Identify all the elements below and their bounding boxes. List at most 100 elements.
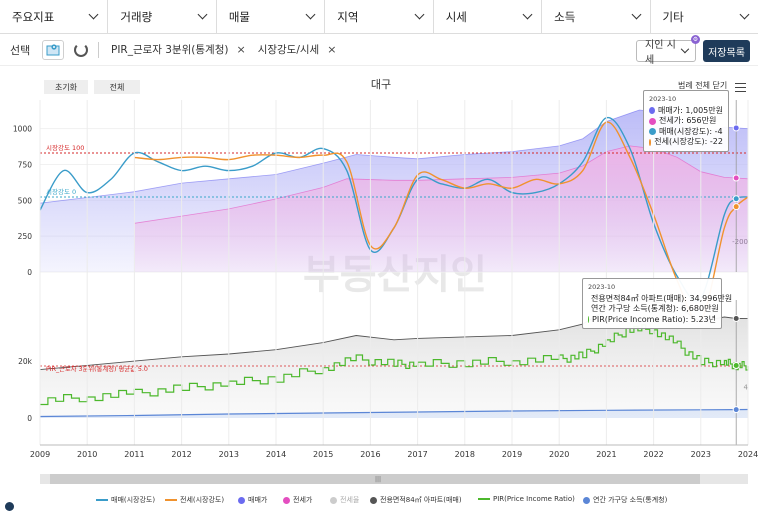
x-tick-label: 2021 bbox=[596, 450, 616, 459]
legend-label: 전세가 bbox=[293, 496, 313, 504]
legend-label: 전세(시장강도) bbox=[180, 496, 225, 504]
chevron-down-icon bbox=[305, 9, 316, 20]
selected-filter-bar: 선택 PIR_근로자 3분위(통계청) × 시장강도/시세 × bbox=[0, 34, 758, 66]
legend-item[interactable]: 전세가 bbox=[283, 495, 312, 505]
tooltip-row-label: 전세(시장강도): -22 bbox=[654, 137, 723, 146]
tooltip-row-label: 전세가: 656만원 bbox=[659, 116, 717, 125]
scrollbar-thumb[interactable] bbox=[50, 474, 700, 484]
filter-chip-pir: PIR_근로자 3분위(통계청) × bbox=[111, 42, 246, 57]
chip-label: 시장강도/시세 bbox=[257, 44, 320, 56]
close-icon[interactable]: × bbox=[236, 43, 246, 56]
help-icon[interactable] bbox=[5, 502, 14, 511]
legend-label: PIR(Price Income Ratio) bbox=[493, 495, 575, 503]
legend-label: 매매가 bbox=[248, 496, 268, 504]
chevron-down-icon bbox=[739, 9, 750, 20]
series-line-income bbox=[39, 408, 749, 418]
series-dot-icon bbox=[649, 107, 656, 115]
chart-title: 대구 bbox=[371, 78, 391, 91]
series-dot-icon bbox=[649, 128, 656, 136]
series-area-3 bbox=[134, 145, 748, 272]
x-tick-label: 2018 bbox=[455, 450, 475, 459]
dropdown-label: 매물 bbox=[228, 9, 251, 24]
y-tick-label: 750 bbox=[18, 161, 33, 170]
tooltip-row-label: 전용면적84㎡ 아파트(매매): 34,996만원 bbox=[591, 293, 733, 303]
region-map-button[interactable] bbox=[42, 39, 64, 60]
legend-item[interactable]: 전세(시장강도) bbox=[165, 495, 224, 505]
refresh-icon[interactable] bbox=[74, 42, 88, 57]
x-tick-label: 2023 bbox=[691, 450, 711, 459]
chevron-down-icon bbox=[88, 9, 99, 20]
legend-marker-icon bbox=[370, 496, 377, 504]
menu-icon[interactable] bbox=[735, 83, 746, 92]
legend-item[interactable]: 전용면적84㎡ 아파트(매매) bbox=[370, 495, 462, 505]
series-marker bbox=[732, 203, 740, 211]
series-area-income bbox=[40, 409, 748, 418]
tooltip-date: 2023-10 bbox=[649, 95, 677, 103]
all-range-button[interactable]: 전체 bbox=[94, 80, 140, 94]
y-tick-label: 20k bbox=[18, 357, 33, 366]
divider bbox=[98, 41, 99, 58]
dropdown-listing[interactable]: 매물 bbox=[217, 0, 326, 33]
legend-marker-icon bbox=[583, 496, 590, 504]
legend-item[interactable]: 전세율 bbox=[330, 495, 359, 505]
legend-marker-icon bbox=[330, 496, 337, 504]
legend-marker-icon bbox=[238, 496, 245, 504]
x-tick-label: 2020 bbox=[549, 450, 569, 459]
dropdown-price[interactable]: 시세 bbox=[434, 0, 543, 33]
tooltip-row: PIR(Price Income Ratio): 5.23년 bbox=[588, 315, 716, 326]
watermark: 부동산지인 bbox=[303, 252, 487, 298]
series-marker bbox=[732, 314, 740, 322]
x-tick-label: 2014 bbox=[266, 450, 286, 459]
x-tick-label: 2011 bbox=[124, 450, 144, 459]
tooltip-row-label: PIR(Price Income Ratio): 5.23년 bbox=[592, 314, 716, 324]
tooltip-lower: 2023-10 전용면적84㎡ 아파트(매매): 34,996만원 연간 가구당 … bbox=[582, 278, 732, 329]
dropdown-income[interactable]: 소득 bbox=[542, 0, 651, 33]
series-marker bbox=[732, 195, 740, 203]
filter-chip-market: 시장강도/시세 × bbox=[258, 42, 337, 57]
legend-item[interactable]: 매매(시장강도) bbox=[96, 495, 155, 505]
select-label: 선택 bbox=[10, 43, 31, 57]
dropdown-main-indicator[interactable]: 주요지표 bbox=[0, 0, 109, 33]
save-list-button[interactable]: 저장목록 bbox=[703, 40, 750, 62]
reference-line-label: 시장강도 100 bbox=[46, 143, 84, 152]
legend-toggle-button[interactable]: 범례 전체 닫기 bbox=[678, 81, 728, 90]
tooltip-row: 매매가: 1,005만원 bbox=[649, 106, 723, 117]
legend-item[interactable]: 연간 가구당 소득(통계청) bbox=[583, 495, 667, 505]
tooltip-upper: 2023-10 매매가: 1,005만원 전세가: 656만원 매매(시장강도): … bbox=[643, 90, 729, 152]
x-tick-label: 2012 bbox=[171, 450, 191, 459]
price-source-select[interactable]: 지인 시세 bbox=[636, 40, 696, 66]
y-tick-label-right: -200 bbox=[732, 238, 748, 246]
dropdown-label: 주요지표 bbox=[12, 9, 55, 24]
dropdown-volume[interactable]: 거래량 bbox=[108, 0, 217, 33]
tooltip-row: 연간 가구당 소득(통계청): 6,680만원 bbox=[588, 304, 719, 315]
tooltip-row: 전세가: 656만원 bbox=[649, 116, 723, 127]
chip-label: PIR_근로자 3분위(통계청) bbox=[111, 44, 229, 56]
tooltip-row-label: 매매가: 1,005만원 bbox=[658, 105, 723, 115]
x-tick-label: 2009 bbox=[30, 450, 50, 459]
dropdown-label: 소득 bbox=[554, 9, 576, 24]
chevron-down-icon bbox=[631, 9, 641, 20]
series-marker bbox=[732, 174, 740, 182]
x-tick-label: 2024 bbox=[738, 450, 758, 459]
chart-scrollbar[interactable]: ||| bbox=[40, 474, 748, 484]
reset-zoom-button[interactable]: 초기화 bbox=[44, 80, 88, 94]
dropdown-etc[interactable]: 기타 bbox=[651, 0, 758, 33]
legend-label: 전용면적84㎡ 아파트(매매) bbox=[380, 496, 462, 504]
legend-item[interactable]: PIR(Price Income Ratio) bbox=[478, 495, 575, 503]
series-dot-icon bbox=[588, 316, 590, 324]
legend-label: 연간 가구당 소득(통계청) bbox=[593, 496, 668, 504]
legend-marker-icon bbox=[283, 496, 290, 504]
tooltip-row: 매매(시장강도): -4 bbox=[649, 127, 723, 138]
close-icon[interactable]: × bbox=[327, 43, 337, 56]
settings-badge-icon: ⚙ bbox=[691, 35, 700, 44]
dropdown-region[interactable]: 지역 bbox=[325, 0, 434, 33]
legend-item[interactable]: 매매가 bbox=[238, 495, 267, 505]
tooltip-row-label: 매매(시장강도): -4 bbox=[659, 126, 723, 136]
reference-line-label: PIR_근로자 3분위(통계청) 평균값 5.0 bbox=[46, 364, 148, 373]
chevron-down-icon bbox=[414, 9, 425, 20]
x-tick-label: 2016 bbox=[360, 450, 380, 459]
dropdown-label: 시세 bbox=[445, 9, 467, 24]
x-tick-label: 2019 bbox=[502, 450, 522, 459]
x-tick-label: 2022 bbox=[643, 450, 663, 459]
series-dot-icon bbox=[649, 117, 656, 125]
